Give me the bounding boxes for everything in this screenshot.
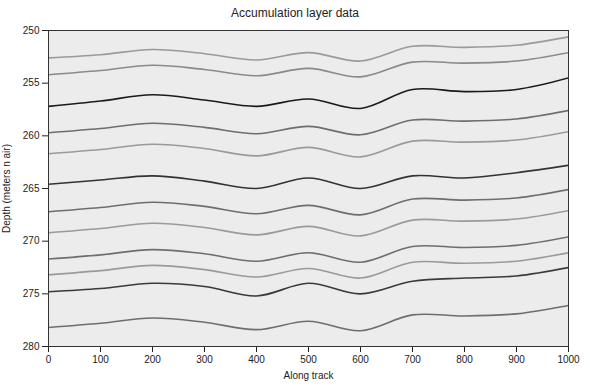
svg-text:300: 300 — [196, 354, 213, 365]
svg-text:500: 500 — [300, 354, 317, 365]
svg-text:Depth (meters n air): Depth (meters n air) — [1, 144, 12, 233]
svg-text:250: 250 — [23, 25, 40, 36]
svg-text:Along track: Along track — [283, 370, 334, 381]
svg-text:260: 260 — [23, 130, 40, 141]
svg-text:275: 275 — [23, 288, 40, 299]
html-text:Accumulation layer data: Accumulation layer data — [231, 6, 359, 20]
svg-text:700: 700 — [404, 354, 421, 365]
svg-text:800: 800 — [456, 354, 473, 365]
svg-text:1000: 1000 — [557, 354, 580, 365]
svg-text:280: 280 — [23, 341, 40, 352]
svg-text:100: 100 — [92, 354, 109, 365]
svg-text:0: 0 — [46, 354, 52, 365]
svg-text:270: 270 — [23, 235, 40, 246]
svg-text:400: 400 — [248, 354, 265, 365]
svg-text:265: 265 — [23, 183, 40, 194]
svg-text:900: 900 — [508, 354, 525, 365]
svg-text:255: 255 — [23, 77, 40, 88]
svg-text:600: 600 — [352, 354, 369, 365]
svg-text:200: 200 — [144, 354, 161, 365]
